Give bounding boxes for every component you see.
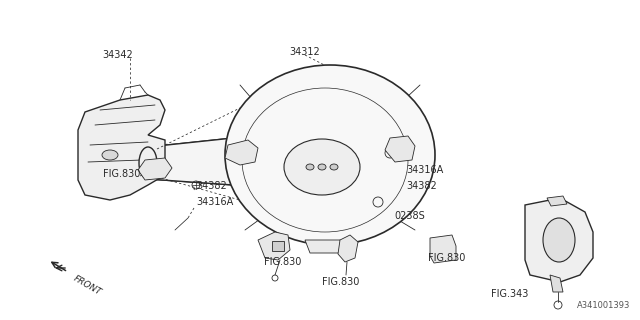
Text: FIG.830: FIG.830 bbox=[428, 253, 465, 263]
Text: 34312: 34312 bbox=[290, 47, 321, 57]
Text: 34382: 34382 bbox=[196, 181, 227, 191]
Polygon shape bbox=[78, 95, 165, 200]
Polygon shape bbox=[547, 196, 567, 206]
Polygon shape bbox=[338, 235, 358, 262]
Text: 0238S: 0238S bbox=[394, 211, 425, 221]
Ellipse shape bbox=[306, 164, 314, 170]
Text: FIG.343: FIG.343 bbox=[492, 289, 529, 299]
Text: FIG.830: FIG.830 bbox=[264, 257, 301, 267]
Text: 34316A: 34316A bbox=[196, 197, 233, 207]
Ellipse shape bbox=[318, 164, 326, 170]
Text: FIG.830: FIG.830 bbox=[102, 169, 140, 179]
Text: 34382: 34382 bbox=[406, 181, 436, 191]
Polygon shape bbox=[148, 132, 290, 189]
Ellipse shape bbox=[543, 218, 575, 262]
Text: 34316A: 34316A bbox=[406, 165, 444, 175]
Polygon shape bbox=[550, 275, 563, 292]
Ellipse shape bbox=[102, 150, 118, 160]
Text: FRONT: FRONT bbox=[72, 274, 103, 297]
Text: A341001393: A341001393 bbox=[577, 301, 630, 310]
Polygon shape bbox=[430, 235, 456, 263]
Polygon shape bbox=[305, 240, 345, 253]
Polygon shape bbox=[385, 136, 415, 162]
Ellipse shape bbox=[242, 88, 408, 232]
Bar bbox=[272, 241, 284, 251]
Ellipse shape bbox=[330, 164, 338, 170]
Ellipse shape bbox=[225, 65, 435, 245]
Polygon shape bbox=[225, 140, 258, 165]
Ellipse shape bbox=[284, 139, 360, 195]
Text: 34342: 34342 bbox=[102, 50, 133, 60]
Ellipse shape bbox=[139, 147, 157, 179]
Polygon shape bbox=[258, 232, 290, 260]
Polygon shape bbox=[138, 158, 172, 180]
Text: FIG.830: FIG.830 bbox=[322, 277, 360, 287]
Polygon shape bbox=[525, 198, 593, 282]
